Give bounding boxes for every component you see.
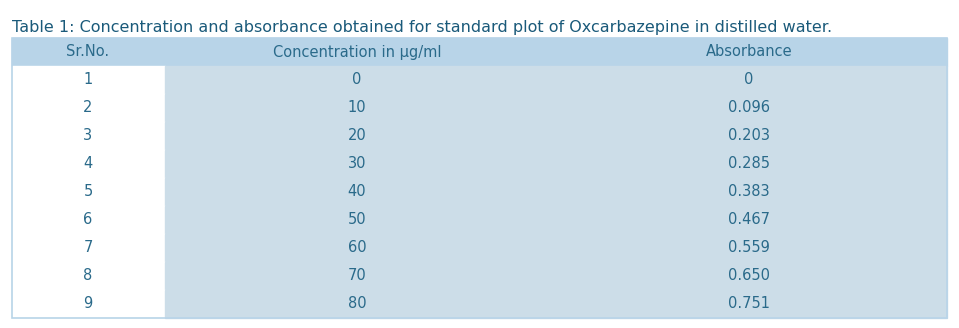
Text: 0.285: 0.285 <box>728 156 770 172</box>
Text: 0.467: 0.467 <box>728 213 770 228</box>
Text: 5: 5 <box>83 184 93 199</box>
Text: 9: 9 <box>83 297 93 312</box>
Text: 1: 1 <box>83 72 93 88</box>
Text: Sr.No.: Sr.No. <box>66 45 109 59</box>
Bar <box>12 206 165 234</box>
Bar <box>550 94 947 122</box>
Text: 0.751: 0.751 <box>728 297 770 312</box>
Text: 4: 4 <box>83 156 93 172</box>
Text: 0.650: 0.650 <box>728 269 770 283</box>
Bar <box>165 234 550 262</box>
Bar <box>550 234 947 262</box>
Text: 0.203: 0.203 <box>728 129 770 143</box>
Text: 50: 50 <box>348 213 366 228</box>
Text: 7: 7 <box>83 240 93 256</box>
Text: 0: 0 <box>352 72 362 88</box>
Bar <box>550 178 947 206</box>
Bar <box>165 122 550 150</box>
Text: 3: 3 <box>83 129 93 143</box>
Text: 2: 2 <box>83 100 93 115</box>
Bar <box>12 178 165 206</box>
Text: 10: 10 <box>348 100 366 115</box>
Bar <box>550 290 947 318</box>
Text: Concentration in µg/ml: Concentration in µg/ml <box>272 45 441 59</box>
Bar <box>12 150 165 178</box>
Bar <box>165 206 550 234</box>
Text: Table 1: Concentration and absorbance obtained for standard plot of Oxcarbazepin: Table 1: Concentration and absorbance ob… <box>12 20 832 35</box>
Bar <box>550 206 947 234</box>
Bar <box>12 234 165 262</box>
Bar <box>165 150 550 178</box>
Bar <box>12 66 165 94</box>
Text: 80: 80 <box>348 297 366 312</box>
Bar <box>550 262 947 290</box>
Text: 6: 6 <box>83 213 93 228</box>
Text: Absorbance: Absorbance <box>706 45 792 59</box>
Text: 30: 30 <box>348 156 366 172</box>
Bar <box>165 94 550 122</box>
Text: 0.096: 0.096 <box>728 100 770 115</box>
Bar <box>550 66 947 94</box>
Bar <box>165 178 550 206</box>
Text: 60: 60 <box>348 240 366 256</box>
Text: 70: 70 <box>347 269 366 283</box>
Text: 40: 40 <box>348 184 366 199</box>
Bar <box>12 94 165 122</box>
Bar <box>165 290 550 318</box>
Text: 20: 20 <box>347 129 366 143</box>
Bar <box>12 262 165 290</box>
Bar <box>165 262 550 290</box>
Bar <box>12 290 165 318</box>
Text: 0.559: 0.559 <box>728 240 770 256</box>
Bar <box>12 122 165 150</box>
Bar <box>550 122 947 150</box>
Text: 8: 8 <box>83 269 93 283</box>
Text: 0: 0 <box>744 72 754 88</box>
Bar <box>12 38 947 66</box>
Bar <box>12 38 947 318</box>
Bar <box>550 150 947 178</box>
Text: 0.383: 0.383 <box>728 184 770 199</box>
Bar <box>165 66 550 94</box>
